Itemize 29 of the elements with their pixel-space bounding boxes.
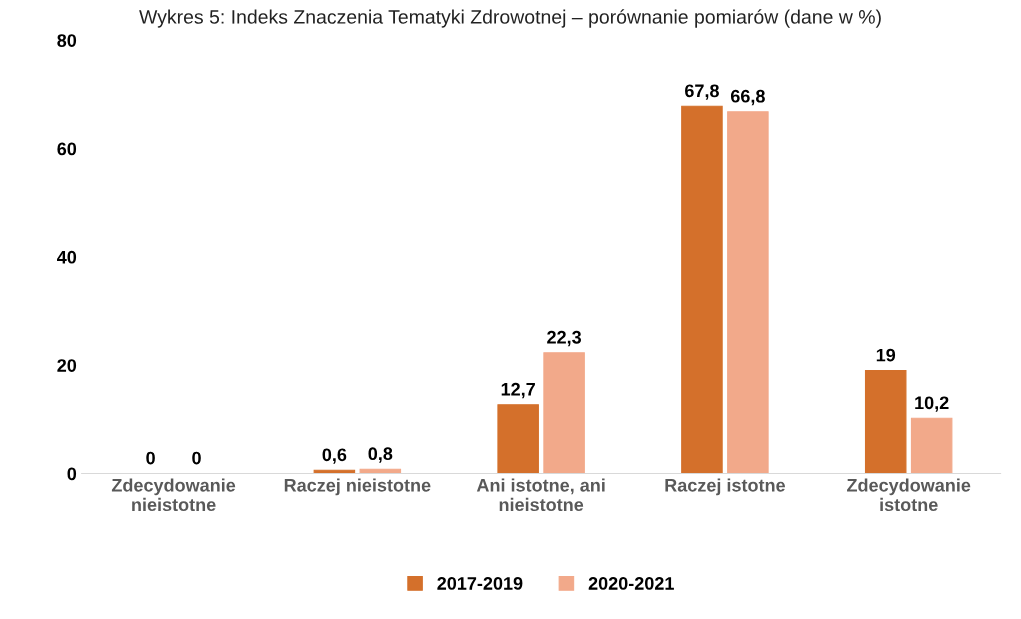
x-tick-label: Raczej nieistotne	[284, 478, 431, 496]
data-label: 10,2	[915, 396, 949, 412]
x-tick-label: Zdecydowanie nieistotne	[111, 478, 236, 512]
x-tick-label: Raczej istotne	[665, 478, 785, 496]
bar	[910, 417, 953, 474]
data-label: 12,7	[501, 382, 535, 399]
chart-title: Wykres 5: Indeks Znaczenia Tematyki Zdrowotnej – porównanie pomiarów (dane w %)	[139, 9, 881, 28]
data-label: 0,8	[368, 447, 393, 463]
y-tick-label: 60	[57, 142, 77, 156]
data-label: 67,8	[685, 84, 719, 100]
legend-label: 2020-2021	[588, 577, 674, 590]
bar	[543, 352, 585, 474]
data-label: 0,6	[322, 448, 347, 464]
data-label: 0	[192, 451, 201, 465]
x-tick-label: Zdecydowanie istotne	[847, 478, 971, 512]
y-tick-label: 80	[57, 34, 77, 47]
y-tick-label: 40	[57, 250, 77, 264]
y-tick-label: 0	[67, 467, 77, 481]
x-tick-label: Ani istotne, ani nieistotne	[476, 478, 605, 512]
bar	[864, 370, 907, 474]
bar	[681, 105, 723, 474]
bar	[497, 404, 539, 474]
data-label: 22,3	[547, 330, 582, 347]
data-label: 66,8	[730, 89, 765, 106]
bar	[727, 111, 769, 474]
data-label: 19	[876, 348, 896, 362]
y-tick-label: 20	[57, 359, 77, 372]
legend-label: 2017-2019	[437, 577, 523, 590]
data-label: 0	[146, 451, 155, 465]
